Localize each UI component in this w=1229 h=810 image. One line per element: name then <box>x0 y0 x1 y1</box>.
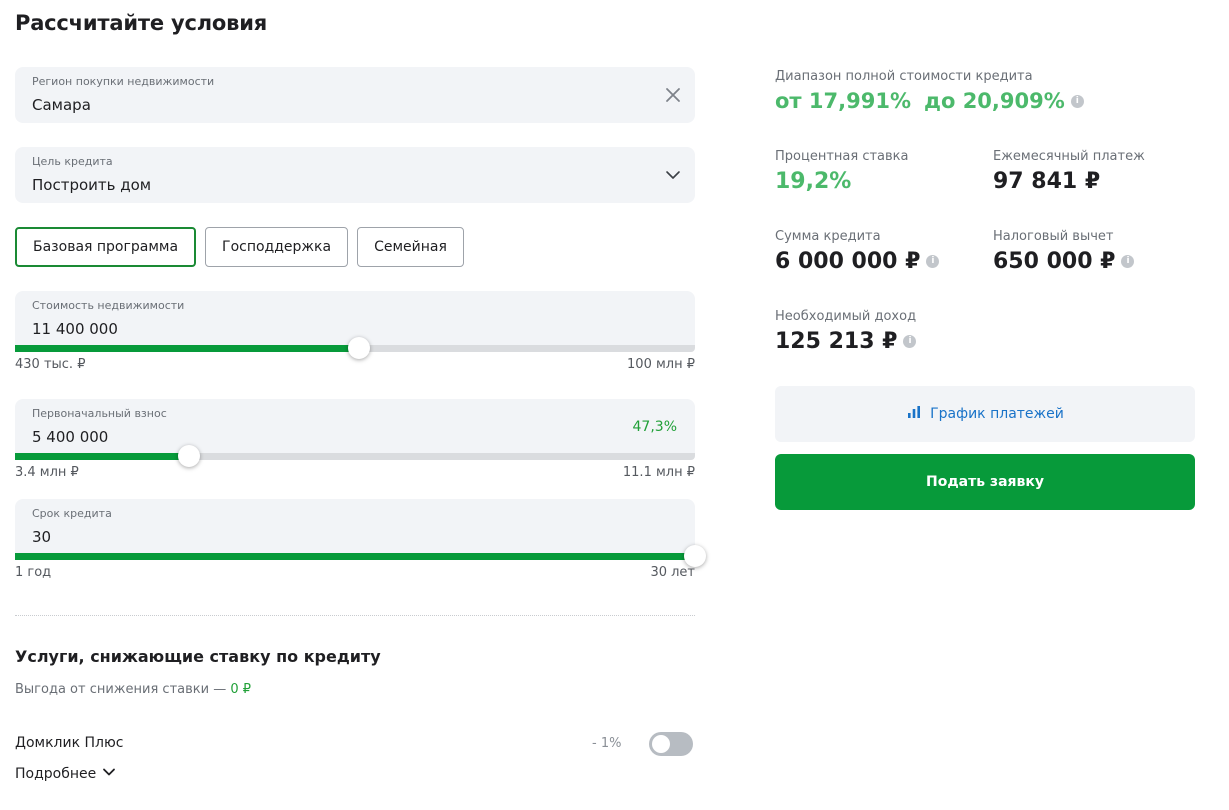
down-payment-max: 11.1 млн ₽ <box>622 465 695 480</box>
property-cost-slider-thumb[interactable] <box>348 337 371 359</box>
rate-benefit-label: Выгода от снижения ставки — <box>15 682 227 697</box>
loan-term-max: 30 лет <box>650 565 695 580</box>
tax-deduction-value: 650 000 ₽ i <box>993 249 1135 274</box>
payment-schedule-button[interactable]: График платежей <box>775 386 1195 442</box>
rate-label: Процентная ставка <box>775 149 909 164</box>
toggle-knob <box>652 735 670 753</box>
required-income-label: Необходимый доход <box>775 309 917 324</box>
region-field-label: Регион покупки недвижимости <box>32 75 215 88</box>
bar-chart-icon <box>906 404 922 424</box>
close-icon[interactable] <box>663 85 683 105</box>
full-cost-range: от 17,991% до 20,909% i <box>775 89 1084 113</box>
apply-button[interactable]: Подать заявку <box>775 454 1195 510</box>
full-cost-from: от 17,991% <box>775 89 911 113</box>
down-payment-slider[interactable] <box>15 445 695 467</box>
info-icon[interactable]: i <box>1070 94 1084 108</box>
required-income-text: 125 213 ₽ <box>775 329 898 354</box>
loan-term-value[interactable]: 30 <box>32 528 52 546</box>
payment-schedule-label: График платежей <box>930 406 1064 422</box>
more-details-link[interactable]: Подробнее <box>15 765 116 783</box>
property-cost-slider-fill <box>15 345 360 352</box>
chevron-down-icon <box>102 765 116 783</box>
down-payment-min: 3.4 млн ₽ <box>15 465 79 480</box>
region-field[interactable]: Регион покупки недвижимости Самара <box>15 67 695 123</box>
required-income-value: 125 213 ₽ i <box>775 329 917 354</box>
tab-base-program[interactable]: Базовая программа <box>15 227 197 267</box>
loan-amount-label: Сумма кредита <box>775 229 881 244</box>
rate-value-text: 19,2% <box>775 169 852 194</box>
down-payment-percent: 47,3% <box>632 419 677 435</box>
property-cost-value[interactable]: 11 400 000 <box>32 320 118 338</box>
monthly-payment-value: 97 841 ₽ <box>993 169 1100 194</box>
property-cost-slider[interactable] <box>15 337 695 359</box>
region-field-value[interactable]: Самара <box>32 96 91 114</box>
info-icon[interactable]: i <box>903 335 917 348</box>
loan-purpose-value[interactable]: Построить дом <box>32 176 152 194</box>
rate-benefit-value: 0 ₽ <box>230 682 252 697</box>
down-payment-value[interactable]: 5 400 000 <box>32 428 109 446</box>
down-payment-field[interactable]: Первоначальный взнос 5 400 000 47,3% <box>15 399 695 454</box>
loan-amount-value: 6 000 000 ₽ i <box>775 249 940 274</box>
property-cost-max: 100 млн ₽ <box>627 357 695 372</box>
monthly-payment-label: Ежемесячный платеж <box>993 149 1145 164</box>
full-cost-to: до 20,909% <box>924 89 1065 113</box>
full-cost-label: Диапазон полной стоимости кредита <box>775 69 1033 84</box>
page-title: Рассчитайте условия <box>15 11 268 35</box>
rate-value: 19,2% <box>775 169 851 194</box>
section-divider <box>15 615 695 616</box>
tax-deduction-label: Налоговый вычет <box>993 229 1114 244</box>
services-title: Услуги, снижающие ставку по кредиту <box>15 647 381 666</box>
property-cost-min: 430 тыс. ₽ <box>15 357 86 372</box>
service-domclick-plus-toggle[interactable] <box>649 732 693 756</box>
property-cost-field[interactable]: Стоимость недвижимости 11 400 000 <box>15 291 695 346</box>
info-icon[interactable]: i <box>1121 255 1135 268</box>
loan-term-min: 1 год <box>15 565 52 580</box>
tab-state-support[interactable]: Господдержка <box>205 227 349 267</box>
down-payment-slider-thumb[interactable] <box>178 445 201 467</box>
service-domclick-plus-discount: - 1% <box>592 736 622 751</box>
tax-deduction-text: 650 000 ₽ <box>993 249 1116 274</box>
service-domclick-plus-name: Домклик Плюс <box>15 735 124 751</box>
more-details-label: Подробнее <box>15 766 97 782</box>
chevron-down-icon[interactable] <box>663 165 683 185</box>
program-tabs: Базовая программа Господдержка Семейная <box>15 227 464 267</box>
loan-term-label: Срок кредита <box>32 507 112 520</box>
loan-purpose-select[interactable]: Цель кредита Построить дом <box>15 147 695 203</box>
loan-term-slider[interactable] <box>15 545 706 567</box>
down-payment-slider-fill <box>15 453 190 460</box>
rate-benefit: Выгода от снижения ставки — 0 ₽ <box>15 682 251 697</box>
loan-term-slider-thumb[interactable] <box>684 545 706 567</box>
property-cost-label: Стоимость недвижимости <box>32 299 185 312</box>
down-payment-label: Первоначальный взнос <box>32 407 167 420</box>
info-icon[interactable]: i <box>926 255 940 268</box>
loan-amount-text: 6 000 000 ₽ <box>775 249 921 274</box>
tab-family[interactable]: Семейная <box>357 227 464 267</box>
loan-term-slider-fill <box>15 553 695 560</box>
monthly-payment-text: 97 841 ₽ <box>993 169 1101 194</box>
loan-purpose-label: Цель кредита <box>32 155 113 168</box>
loan-term-field[interactable]: Срок кредита 30 <box>15 499 695 554</box>
